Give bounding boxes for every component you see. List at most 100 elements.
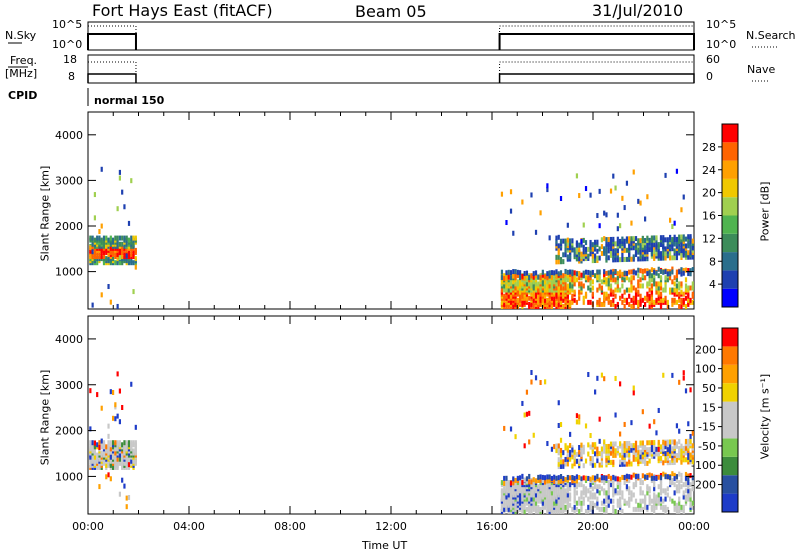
heatmap-cell [639,242,642,248]
heatmap-cell [598,477,601,483]
heatmap-cell [541,269,544,275]
heatmap-cell [609,475,613,481]
heatmap-cell [578,458,581,464]
heatmap-cell [93,251,97,257]
heatmap-cell [687,421,690,427]
heatmap-cell [680,207,683,213]
heatmap-cell [609,299,613,305]
heatmap-cell [691,480,694,486]
heatmap-cell [634,270,638,276]
heatmap-cell [650,473,654,479]
heatmap-cell [98,484,101,490]
heatmap-cell [580,272,583,278]
heatmap-cell [105,444,108,450]
heatmap-cell [619,490,622,496]
heatmap-cell [657,484,660,490]
heatmap-cell [675,452,679,458]
heatmap-cell [680,242,683,248]
freq-trace [498,73,695,83]
heatmap-cell [578,508,581,514]
heatmap-cell [644,444,647,450]
heatmap-cell [98,229,101,235]
heatmap-cell [553,484,556,490]
heatmap-cell [555,479,558,485]
heatmap-cell [532,271,535,277]
heatmap-cell [669,217,672,223]
heatmap-cell [684,482,688,488]
heatmap-cell [521,400,524,406]
heatmap-cell [653,249,656,255]
heatmap-cell [669,475,672,481]
heatmap-cell [555,293,558,299]
heatmap-cell [580,281,583,287]
heatmap-cell [580,500,583,506]
heatmap-cell [100,254,103,260]
heatmap-cell [109,245,112,251]
heatmap-cell [612,301,615,307]
heatmap-cell [628,490,631,496]
colorbar-tick-label: -15 [698,421,716,434]
heatmap-cell [621,257,624,263]
heatmap-cell [646,504,649,510]
heatmap-cell [680,281,683,287]
heatmap-cell [607,255,610,261]
heatmap-cell [600,451,604,457]
heatmap-cell [675,488,679,494]
heatmap-cell [637,289,640,295]
heatmap-cell [639,486,642,492]
heatmap-cell [675,502,679,508]
heatmap-cell [578,500,581,506]
heatmap-cell [612,490,615,496]
heatmap-cell [127,249,131,255]
heatmap-cell [587,508,590,514]
heatmap-cell [659,444,663,450]
heatmap-cell [519,475,522,481]
heatmap-cell [564,488,567,494]
heatmap-cell [91,251,94,257]
heatmap-cell [625,500,629,506]
heatmap-cell [505,486,508,492]
heatmap-cell [507,274,510,280]
heatmap-cell [671,439,674,445]
heatmap-cell [650,289,654,295]
heatmap-cell [557,250,560,256]
heatmap-cell [675,283,679,289]
heatmap-cell [684,252,688,258]
heatmap-cell [630,269,633,275]
heatmap-cell [578,289,581,295]
heatmap-cell [132,235,135,241]
y-tick-label: 3000 [55,174,83,187]
heatmap-cell [530,479,533,485]
heatmap-cell [566,283,569,289]
heatmap-cell [634,445,638,451]
heatmap-cell [528,410,531,416]
heatmap-cell [591,455,594,461]
heatmap-cell [612,448,615,454]
heatmap-cell [669,275,672,281]
heatmap-cell [589,460,592,466]
heatmap-cell [630,220,633,226]
heatmap-cell [634,242,638,248]
heatmap-cell [566,452,569,458]
heatmap-cell [550,274,554,280]
heatmap-cell [657,273,660,279]
heatmap-cell [655,446,658,452]
heatmap-cell [639,490,642,496]
heatmap-cell [571,283,574,289]
colorbar-tick-label: -100 [691,459,716,472]
heatmap-cell [559,422,563,428]
heatmap-cell [564,271,567,277]
heatmap-cell [671,471,674,477]
heatmap-cell [632,443,635,449]
heatmap-cell [505,270,508,276]
heatmap-cell [609,498,613,504]
heatmap-cell [689,433,692,439]
heatmap-cell [609,250,613,256]
heatmap-cell [680,455,683,461]
heatmap-cell [130,381,133,387]
heatmap-cell [523,412,526,418]
heatmap-cell [537,490,540,496]
heatmap-cell [605,212,608,218]
heatmap-cell [509,279,513,285]
heatmap-cell [687,268,690,274]
